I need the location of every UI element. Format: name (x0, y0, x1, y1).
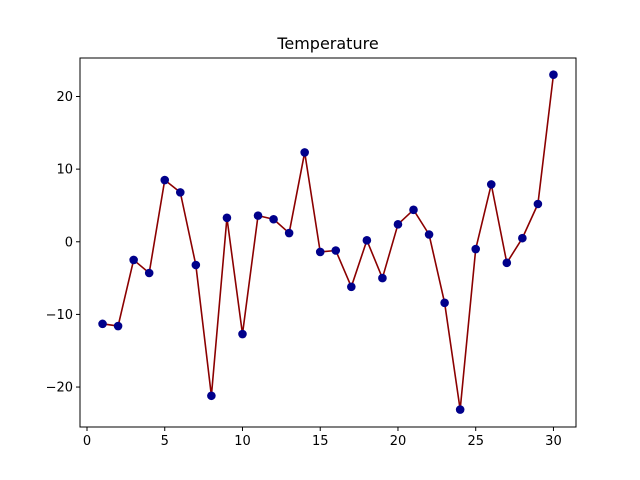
data-point (455, 405, 465, 414)
data-point (238, 329, 247, 339)
x-tick-label: 10 (234, 434, 251, 449)
chart-title: Temperature (276, 34, 378, 53)
data-point (207, 391, 216, 401)
data-point (269, 214, 278, 224)
data-point (191, 260, 201, 270)
data-point (440, 298, 449, 308)
data-point (378, 273, 387, 283)
data-point (315, 247, 325, 257)
x-tick-label: 15 (312, 434, 329, 449)
y-tick-label: 0 (65, 235, 73, 250)
data-point (160, 175, 170, 185)
y-tick-label: −20 (46, 381, 73, 396)
data-point (144, 268, 154, 278)
data-point (393, 220, 403, 229)
data-point (300, 148, 309, 157)
data-point (549, 70, 558, 80)
data-point (518, 233, 527, 243)
data-point (424, 230, 434, 239)
x-tick-label: 5 (161, 434, 169, 449)
y-tick-label: −10 (46, 308, 73, 323)
y-tick-label: 20 (56, 90, 73, 105)
data-point (253, 211, 263, 220)
x-tick-label: 0 (83, 434, 91, 449)
x-tick-label: 25 (467, 434, 484, 449)
x-tick-label: 30 (545, 434, 562, 449)
series-line (102, 74, 555, 411)
data-point (222, 213, 232, 223)
data-point (486, 180, 496, 189)
data-point (98, 319, 107, 329)
data-point (471, 244, 481, 254)
data-point (113, 321, 123, 331)
data-point (347, 282, 356, 292)
y-tick-label: 10 (56, 163, 73, 178)
data-point (175, 188, 185, 197)
data-point (331, 246, 341, 255)
data-point (502, 258, 512, 268)
data-point (129, 255, 138, 265)
plot-frame (79, 57, 577, 428)
data-point (284, 228, 294, 238)
data-point (409, 205, 418, 215)
data-point (362, 236, 372, 245)
data-point (533, 199, 543, 209)
x-tick-label: 20 (390, 434, 407, 449)
